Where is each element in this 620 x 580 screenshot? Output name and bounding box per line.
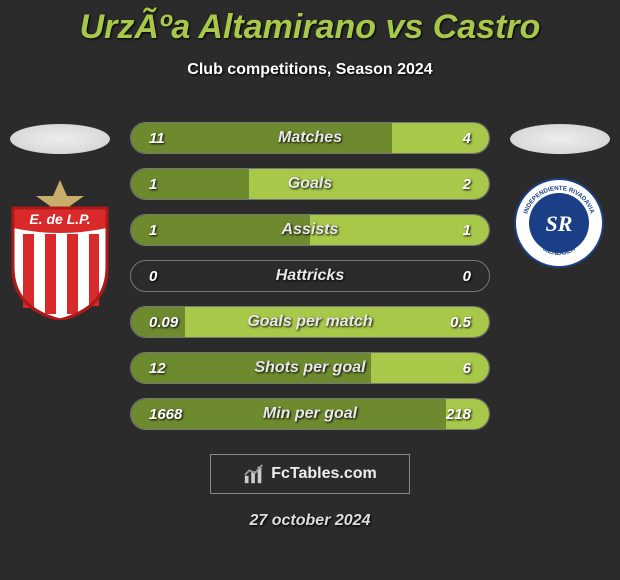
- stat-value-right: 6: [417, 360, 489, 377]
- player2-name: Castro: [433, 8, 541, 46]
- stat-row: 1Assists1: [130, 214, 490, 246]
- player2-headshot-placeholder: [510, 124, 610, 154]
- stat-value-right: 4: [417, 130, 489, 147]
- svg-text:SR: SR: [546, 211, 573, 236]
- club-crest-right: INDEPENDIENTE RIVADAVIA MENDOZA SR: [514, 178, 604, 268]
- stat-row: 11Matches4: [130, 122, 490, 154]
- club-crest-left: E. de L.P.: [5, 180, 115, 320]
- stat-row: 0Hattricks0: [130, 260, 490, 292]
- stat-label: Assists: [203, 221, 417, 239]
- stat-value-right: 1: [417, 222, 489, 239]
- source-badge: FcTables.com: [210, 454, 410, 494]
- stat-value-left: 0.09: [131, 314, 203, 331]
- stat-label: Goals per match: [203, 313, 417, 331]
- subtitle: Club competitions, Season 2024: [0, 61, 620, 79]
- stat-rows-container: 11Matches41Goals21Assists10Hattricks00.0…: [130, 122, 490, 444]
- stat-value-left: 1: [131, 222, 203, 239]
- bars-icon: [243, 463, 265, 485]
- stat-value-left: 1: [131, 176, 203, 193]
- stat-value-right: 218: [417, 406, 489, 423]
- vs-text: vs: [385, 8, 423, 46]
- stat-row: 1Goals2: [130, 168, 490, 200]
- stat-value-right: 0.5: [417, 314, 489, 331]
- stat-label: Shots per goal: [203, 359, 417, 377]
- stat-value-left: 12: [131, 360, 203, 377]
- player1-headshot-placeholder: [10, 124, 110, 154]
- stat-label: Goals: [203, 175, 417, 193]
- estudiantes-crest-icon: E. de L.P.: [5, 180, 115, 320]
- stat-value-left: 11: [131, 130, 203, 147]
- stat-row: 12Shots per goal6: [130, 352, 490, 384]
- footer-date: 27 october 2024: [0, 512, 620, 530]
- independiente-rivadavia-crest-icon: INDEPENDIENTE RIVADAVIA MENDOZA SR: [514, 178, 604, 268]
- stat-label: Hattricks: [203, 267, 417, 285]
- stat-row: 0.09Goals per match0.5: [130, 306, 490, 338]
- player1-name: UrzÃºa Altamirano: [80, 8, 376, 46]
- stat-value-left: 0: [131, 268, 203, 285]
- svg-text:E. de L.P.: E. de L.P.: [29, 211, 90, 227]
- stat-label: Matches: [203, 129, 417, 147]
- stat-label: Min per goal: [203, 405, 417, 423]
- stat-row: 1668Min per goal218: [130, 398, 490, 430]
- stat-value-left: 1668: [131, 406, 203, 423]
- stat-value-right: 0: [417, 268, 489, 285]
- source-site: FcTables.com: [271, 465, 377, 483]
- stat-value-right: 2: [417, 176, 489, 193]
- comparison-title: UrzÃºa Altamirano vs Castro: [0, 0, 620, 47]
